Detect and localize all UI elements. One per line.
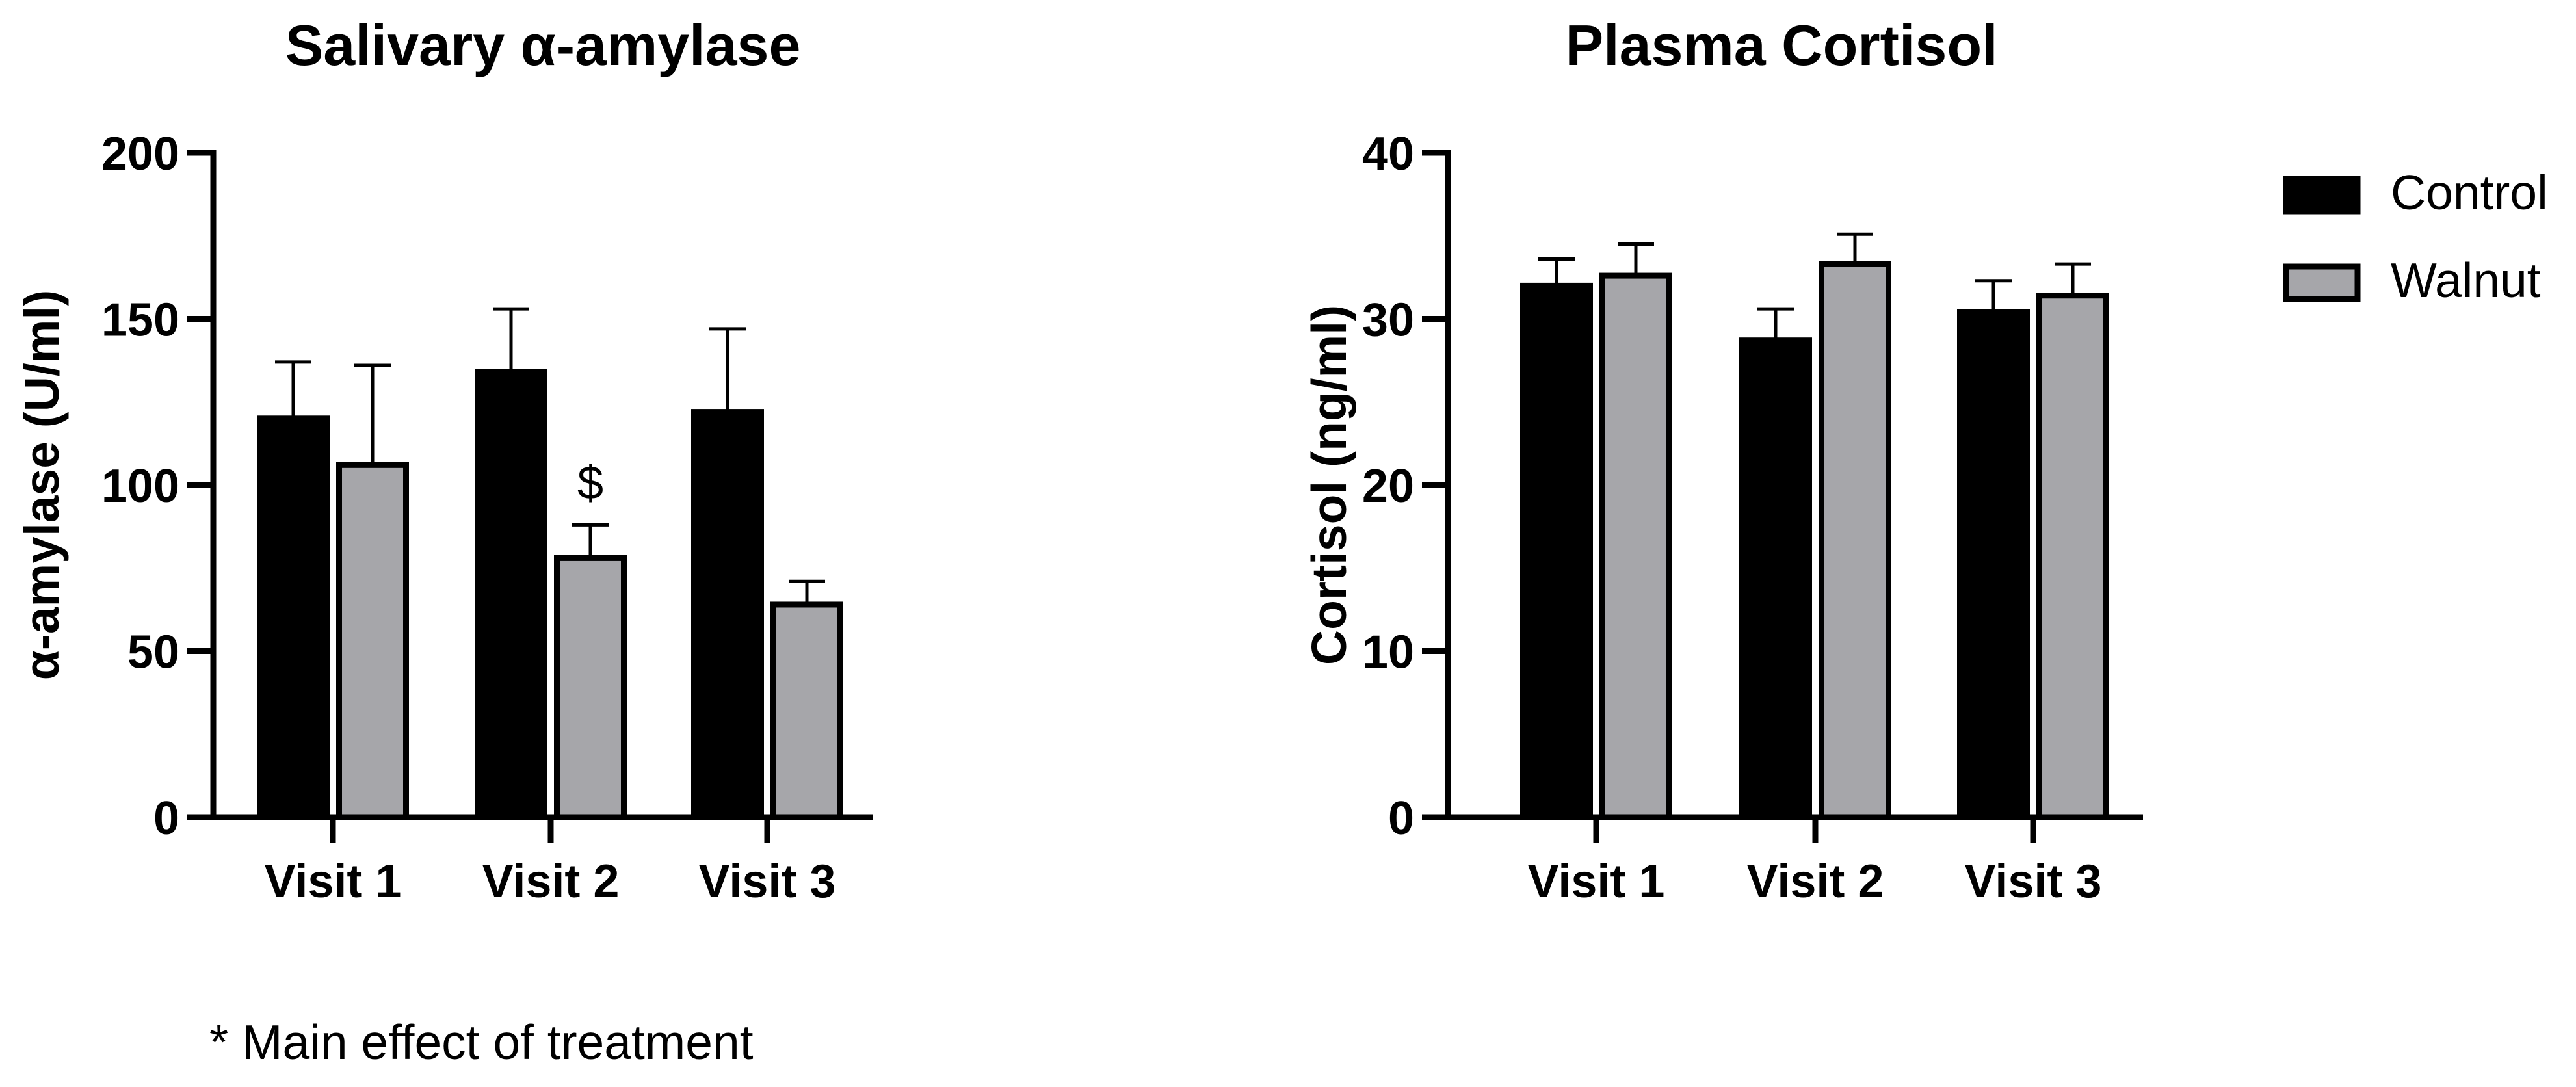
x-tick-label: Visit 1 bbox=[1528, 856, 1665, 908]
footnote: * Main effect of treatment bbox=[209, 1015, 754, 1069]
chart-title: Plasma Cortisol bbox=[1565, 13, 1997, 77]
bar-walnut-visit-2 bbox=[554, 555, 627, 820]
x-tick-label: Visit 3 bbox=[699, 856, 836, 908]
bar-control-visit-1 bbox=[1520, 282, 1593, 820]
legend-label: Control bbox=[2391, 165, 2548, 220]
bar-control-visit-3 bbox=[1957, 309, 2030, 820]
x-tick-label: Visit 2 bbox=[482, 856, 620, 908]
bar-control-visit-2 bbox=[1739, 337, 1812, 820]
y-axis-label: Cortisol (ng/ml) bbox=[1302, 305, 1356, 665]
y-tick-label: 50 bbox=[127, 627, 179, 679]
y-tick-label: 30 bbox=[1362, 295, 1414, 347]
bar-walnut-visit-2 bbox=[1819, 261, 1891, 820]
chart-title: Salivary α-amylase bbox=[285, 13, 801, 77]
x-tick-label: Visit 3 bbox=[1965, 856, 2102, 908]
significance-marker: $ bbox=[577, 457, 603, 509]
y-tick-label: 200 bbox=[101, 128, 179, 180]
bar-walnut-visit-1 bbox=[1599, 272, 1672, 820]
bar-control-visit-3 bbox=[691, 409, 764, 820]
y-tick-label: 40 bbox=[1362, 128, 1414, 180]
y-tick-label: 100 bbox=[101, 460, 179, 512]
bar-walnut-visit-3 bbox=[770, 601, 843, 820]
legend-swatch-walnut bbox=[2283, 263, 2361, 302]
x-tick-label: Visit 2 bbox=[1747, 856, 1884, 908]
bar-control-visit-1 bbox=[257, 415, 330, 820]
bar-control-visit-2 bbox=[475, 369, 547, 820]
y-tick-label: 20 bbox=[1362, 460, 1414, 512]
y-tick-label: 10 bbox=[1362, 627, 1414, 679]
y-tick-label: 150 bbox=[101, 295, 179, 347]
legend-swatch-control bbox=[2283, 176, 2361, 215]
y-tick-label: 0 bbox=[1388, 792, 1414, 845]
y-axis-label: α-amylase (U/ml) bbox=[14, 290, 69, 680]
x-tick-label: Visit 1 bbox=[265, 856, 402, 908]
y-tick-label: 0 bbox=[153, 792, 179, 845]
bar-walnut-visit-3 bbox=[2036, 293, 2109, 820]
bar-walnut-visit-1 bbox=[336, 462, 409, 820]
legend-label: Walnut bbox=[2391, 253, 2541, 308]
